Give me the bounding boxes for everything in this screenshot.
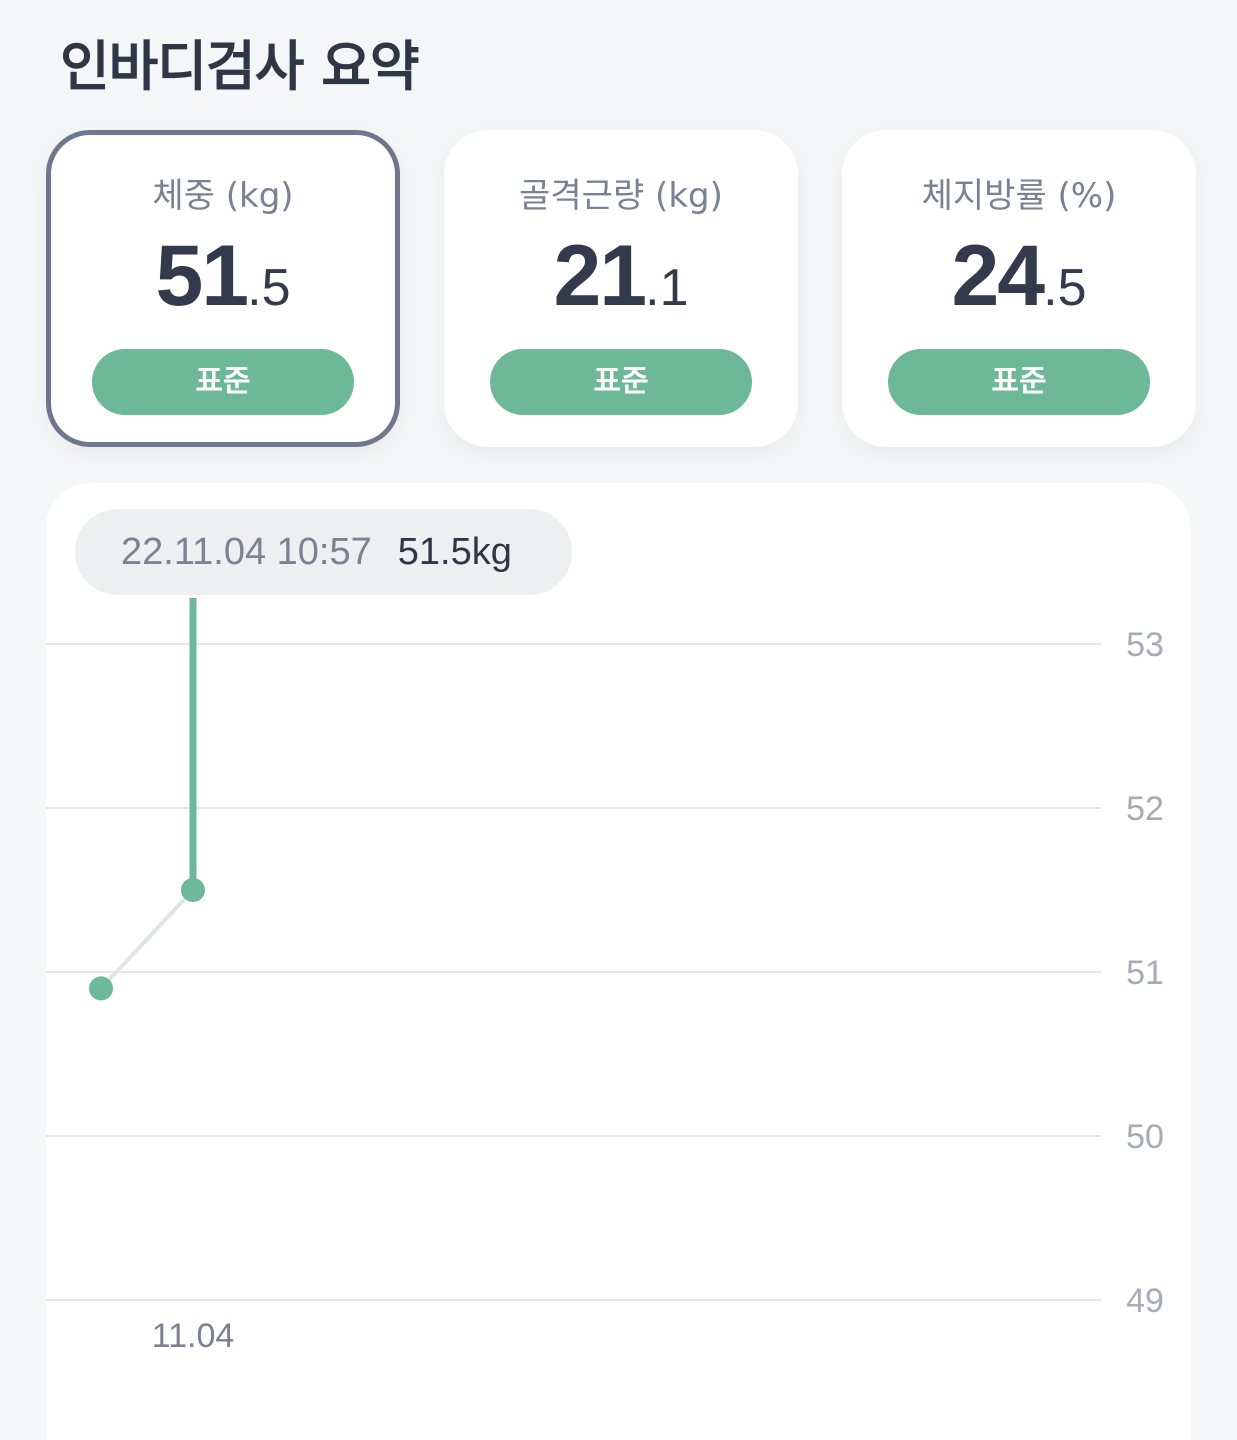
x-tick-label: 11.04 [152,1317,235,1355]
y-tick-label: 51 [1126,954,1164,992]
series-line [99,888,195,990]
weight-value: 51.5 [51,227,395,326]
weight-card[interactable]: 체중 (kg) 51.5 표준 [46,130,400,447]
skeletal-muscle-status-badge: 표준 [490,349,752,415]
data-point[interactable] [89,976,113,1001]
body-fat-value: 24.5 [842,227,1196,326]
skeletal-muscle-value-int: 21 [553,228,647,324]
weight-status-badge: 표준 [92,349,354,415]
body-fat-value-int: 24 [951,228,1045,324]
weight-value-dec: .5 [247,259,291,317]
skeletal-muscle-card[interactable]: 골격근량 (kg) 21.1 표준 [444,130,798,447]
chart-tooltip: 22.11.04 10:57 51.5kg [75,509,572,595]
tooltip-value: 51.5kg [397,531,512,573]
skeletal-muscle-label: 골격근량 (kg) [519,176,723,216]
body-fat-card[interactable]: 체지방률 (%) 24.5 표준 [842,130,1196,447]
y-tick-label: 52 [1126,790,1164,828]
weight-label: 체중 (kg) [152,176,294,216]
body-fat-status-badge: 표준 [888,349,1150,415]
tooltip-datetime: 22.11.04 10:57 [121,531,372,573]
skeletal-muscle-value: 21.1 [444,227,798,326]
body-fat-label: 체지방률 (%) [921,176,1117,216]
body-fat-value-dec: .5 [1043,259,1087,317]
weight-value-int: 51 [155,228,249,324]
page-title: 인바디검사 요약 [60,35,420,98]
data-point[interactable] [181,878,205,902]
y-tick-label: 49 [1126,1282,1164,1320]
skeletal-muscle-value-dec: .1 [645,259,689,317]
y-tick-label: 53 [1126,626,1164,664]
y-tick-label: 50 [1126,1118,1164,1156]
weight-chart-panel[interactable] [46,483,1190,1440]
